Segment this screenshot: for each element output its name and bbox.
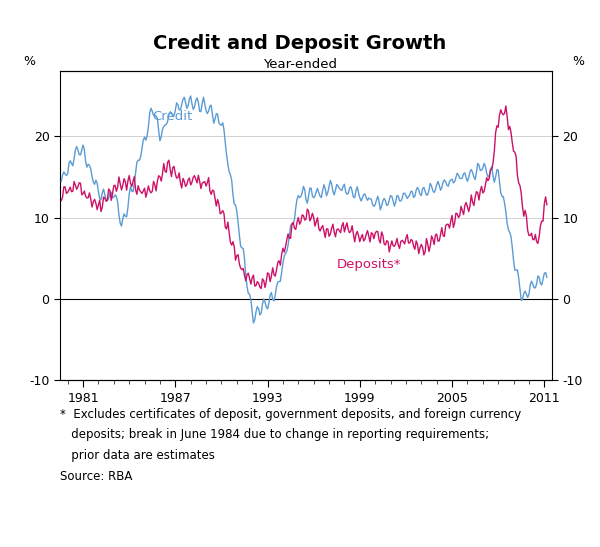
Text: Source: RBA: Source: RBA <box>60 470 133 483</box>
Text: Credit: Credit <box>152 110 193 123</box>
Text: %: % <box>23 55 35 68</box>
Text: Deposits*: Deposits* <box>337 258 401 271</box>
Text: Year-ended: Year-ended <box>263 58 337 71</box>
Text: *  Excludes certificates of deposit, government deposits, and foreign currency: * Excludes certificates of deposit, gove… <box>60 408 521 421</box>
Text: prior data are estimates: prior data are estimates <box>60 449 215 462</box>
Text: Credit and Deposit Growth: Credit and Deposit Growth <box>154 34 446 53</box>
Text: %: % <box>572 55 584 68</box>
Text: deposits; break in June 1984 due to change in reporting requirements;: deposits; break in June 1984 due to chan… <box>60 428 489 441</box>
